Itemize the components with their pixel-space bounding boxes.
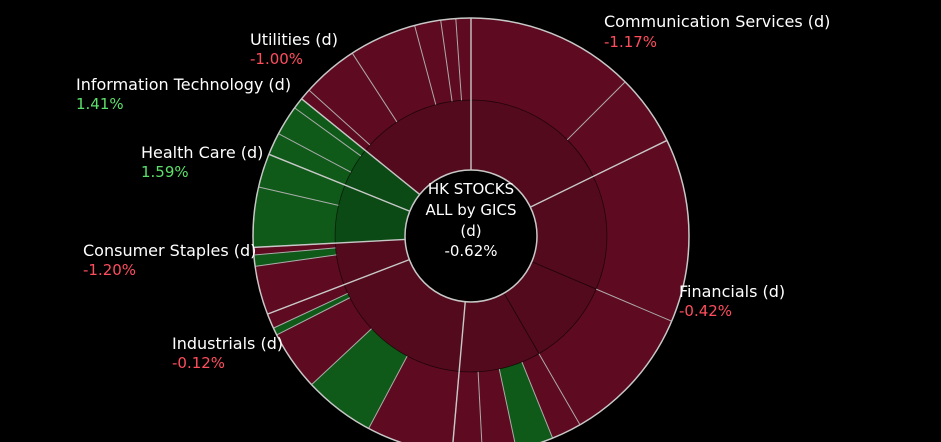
center-title-line2: ALL by GICS xyxy=(426,201,517,219)
sunburst-segments xyxy=(252,17,690,442)
segment-separator xyxy=(276,297,351,336)
segment-separator xyxy=(308,89,371,146)
sector-label-consumer-staples[interactable]: Consumer Staples (d) -1.20% xyxy=(83,241,256,279)
segment-separator xyxy=(538,353,581,426)
sector-name: Industrials (d) xyxy=(172,334,283,353)
segment-separator xyxy=(253,247,336,256)
sector-label-utilities[interactable]: Utilities (d) -1.00% xyxy=(250,30,338,68)
sector-change: -1.17% xyxy=(604,33,657,51)
segment-separator xyxy=(477,371,483,442)
center-title-line1: HK STOCKS xyxy=(428,180,514,198)
segment-separator xyxy=(294,107,362,157)
sector-name: Information Technology (d) xyxy=(76,75,291,94)
sector-label-health-care[interactable]: Health Care (d) 1.59% xyxy=(141,143,263,181)
segment-separator xyxy=(351,52,398,123)
center-title-line3: (d) xyxy=(460,222,481,240)
sunburst-segment-outer[interactable] xyxy=(498,361,554,442)
segment-separator xyxy=(368,355,408,429)
center-total-change: -0.62% xyxy=(444,242,497,260)
segment-separator xyxy=(593,139,668,177)
sector-change: 1.41% xyxy=(76,95,124,113)
sector-change: -1.00% xyxy=(250,50,303,68)
sector-label-industrials[interactable]: Industrials (d) -0.12% xyxy=(172,334,283,372)
segment-separator xyxy=(253,242,336,248)
segment-separator xyxy=(278,133,352,173)
sector-change: 1.59% xyxy=(141,163,189,181)
sector-separators xyxy=(253,18,672,442)
sector-name: Communication Services (d) xyxy=(604,12,830,31)
segment-separator xyxy=(521,361,554,439)
sector-label-communication-services[interactable]: Communication Services (d) -1.17% xyxy=(604,12,830,51)
sector-change: -0.42% xyxy=(679,302,732,320)
sector-change: -0.12% xyxy=(172,354,225,372)
sector-label-financials[interactable]: Financials (d) -0.42% xyxy=(679,282,785,320)
segment-separator xyxy=(452,371,460,442)
segment-separator xyxy=(311,328,372,386)
segment-separator xyxy=(267,284,345,315)
segment-separator xyxy=(414,25,437,105)
sector-name: Utilities (d) xyxy=(250,30,338,49)
segment-separator xyxy=(258,186,339,206)
segment-separator xyxy=(273,293,348,329)
center-circle[interactable] xyxy=(404,169,538,303)
sector-name: Consumer Staples (d) xyxy=(83,241,256,260)
sector-name: Health Care (d) xyxy=(141,143,263,162)
segment-separator xyxy=(440,20,453,102)
segment-separator xyxy=(455,18,463,101)
sector-name: Financials (d) xyxy=(679,282,785,301)
sector-label-information-technology[interactable]: Information Technology (d) 1.41% xyxy=(76,75,291,113)
sector-change: -1.20% xyxy=(83,261,136,279)
segment-separator xyxy=(566,81,626,141)
segment-separator xyxy=(301,98,366,151)
segment-separator xyxy=(498,368,516,442)
segment-separator xyxy=(268,153,346,186)
segment-separator xyxy=(595,288,672,322)
segment-separator xyxy=(255,254,337,267)
